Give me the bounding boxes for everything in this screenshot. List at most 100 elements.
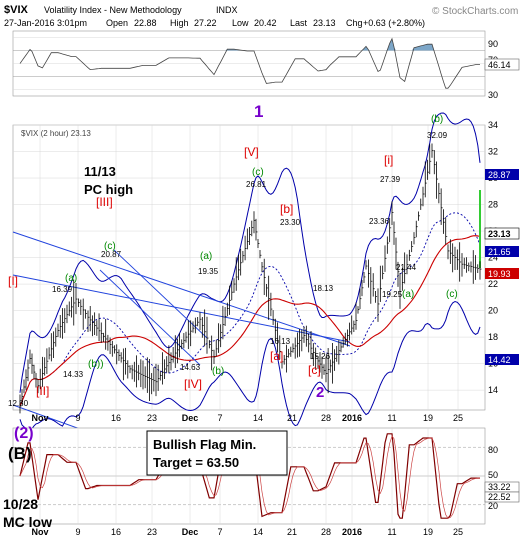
chg-label: Chg	[346, 18, 363, 28]
watermark: © StockCharts.com	[432, 6, 518, 17]
cci-value-2: 22.52	[488, 492, 511, 502]
last-price-label-box	[484, 227, 520, 240]
wave-label-red-a: [a]	[270, 349, 283, 363]
price-x-tick: 14	[253, 413, 263, 423]
wave-label-green-a-3: (a)	[402, 289, 414, 300]
cci-x-tick: 16	[111, 527, 121, 537]
note-mc-low: MC low	[3, 514, 52, 530]
price-x-tick: 19	[423, 413, 433, 423]
wave-label-red-V: [V]	[244, 145, 259, 159]
wave-label-red-II: [II]	[36, 384, 49, 398]
chg-value: +0.63 (+2.80%)	[363, 18, 425, 28]
price-label-32-09: 32.09	[427, 131, 448, 140]
bullish-flag-callout	[146, 430, 288, 476]
price-y-tick: 22	[488, 279, 498, 289]
cci-panel: 80 50 20 33.22 22.52 Bullish Flag Min. T…	[3, 425, 520, 537]
price-legend: $VIX (2 hour) 23.13	[21, 129, 91, 138]
price-x-tick: 7	[217, 413, 222, 423]
price-x-tick: 16	[111, 413, 121, 423]
rsi-line	[19, 37, 480, 89]
wave-label-green-a-1: (a)	[65, 273, 77, 284]
mid-band-label-box	[485, 246, 519, 257]
cci-value-1: 33.22	[488, 482, 511, 492]
callout-line-1: Bullish Flag Min.	[153, 437, 256, 452]
last-price-value: 23.13	[488, 229, 511, 239]
price-label-18-13: 18.13	[313, 284, 334, 293]
price-y-tick: 20	[488, 306, 498, 316]
cci-x-tick: Nov	[31, 527, 48, 537]
wave-label-1: 1	[254, 102, 263, 121]
wave-label-purple-paren-2: (2)	[14, 425, 34, 442]
cci-x-tick: Dec	[182, 527, 199, 537]
low-label: Low	[232, 18, 249, 28]
cci-tick-50: 50	[488, 470, 498, 480]
rsi-tick-30: 30	[488, 90, 498, 100]
price-x-tick: 2016	[342, 413, 362, 423]
price-y-tick: 28	[488, 200, 498, 210]
wave-label-red-c: [c]	[308, 363, 321, 377]
moving-average-line	[19, 235, 481, 407]
high-value: 27.22	[194, 18, 217, 28]
price-label-19-35: 19.35	[198, 267, 219, 276]
ticker: $VIX	[4, 4, 29, 16]
callout-line-2: Target = 63.50	[153, 455, 239, 470]
wave-labels-green: (a) (b)) (c) (a) (b) (c) (a) (b) (c)	[65, 114, 458, 377]
lower-band-value: 14.42	[488, 355, 511, 365]
ma-label-box	[485, 268, 519, 279]
cci-x-tick: 9	[75, 527, 80, 537]
rsi-last-box	[484, 58, 520, 71]
wave-label-green-c-2: (c)	[252, 167, 264, 178]
trendline-upper	[12, 231, 351, 347]
price-y-tick: 34	[488, 120, 498, 130]
price-y-tick: 32	[488, 147, 498, 157]
price-label-23-30: 23.30	[280, 218, 301, 227]
price-label-26-81: 26.81	[246, 180, 267, 189]
exchange: INDX	[216, 5, 238, 15]
wave-label-red-IV: [IV]	[184, 377, 202, 391]
upper-band-value: 28.87	[488, 170, 511, 180]
cci-tick-20: 20	[488, 501, 498, 511]
wave-label-green-b-2: (b)	[212, 366, 224, 377]
price-frame	[12, 124, 486, 411]
wave-label-red-III: [III]	[96, 195, 113, 209]
price-panel: 3432302826242220181614 $VIX (2 hour) 23.…	[8, 112, 520, 455]
price-x-tick: 25	[453, 413, 463, 423]
price-level-labels: 12.80 16.39 14.33 20.87 19.35 14.63 26.8…	[8, 131, 448, 408]
cci-x-tick: 21	[287, 527, 297, 537]
rsi-last-value: 46.14	[488, 60, 511, 70]
cci-x-tick: 19	[423, 527, 433, 537]
wave-label-B: (B)	[8, 444, 32, 463]
open-value: 22.88	[134, 18, 157, 28]
note-date: 11/13	[84, 164, 116, 179]
price-x-ticks: Nov 9 16 23 Dec 7 14 21 28 2016 11 19 25	[31, 413, 463, 423]
wave-labels-red: [I] [II] [III] [IV] [V] [b] [a] [c] [i]	[8, 145, 393, 398]
upper-band-label-box	[485, 169, 519, 180]
price-grid	[13, 124, 485, 410]
price-label-14-33: 14.33	[63, 370, 84, 379]
price-x-tick: 21	[287, 413, 297, 423]
price-x-tick: 28	[321, 413, 331, 423]
price-label-27-39: 27.39	[380, 175, 401, 184]
price-label-12-80: 12.80	[8, 399, 29, 408]
rsi-panel: 90 70 30 46.14 1	[12, 30, 520, 121]
wave-label-green-a-2: (a)	[200, 251, 212, 262]
price-x-tick: 23	[147, 413, 157, 423]
price-y-tick: 24	[488, 253, 498, 263]
price-label-16-39: 16.39	[52, 285, 73, 294]
price-x-tick: 9	[75, 413, 80, 423]
lower-band-line	[19, 300, 481, 432]
last-value: 23.13	[313, 18, 336, 28]
price-label-19-25: 19.25	[382, 290, 403, 299]
wave-label-red-i: [i]	[384, 153, 393, 167]
price-label-20-87: 20.87	[101, 250, 122, 259]
wave-label-green-b-3: (b)	[431, 114, 443, 125]
lower-band-label-box	[485, 354, 519, 365]
price-label-14-63: 14.63	[180, 363, 201, 372]
channel-line-2	[99, 269, 201, 366]
price-label-15-26: 15.26	[310, 352, 331, 361]
high-label: High	[170, 18, 189, 28]
open-label: Open	[106, 18, 128, 28]
note-10-28: 10/28	[3, 496, 38, 512]
wave-label-green-c-3: (c)	[446, 289, 458, 300]
last-label: Last	[290, 18, 308, 28]
